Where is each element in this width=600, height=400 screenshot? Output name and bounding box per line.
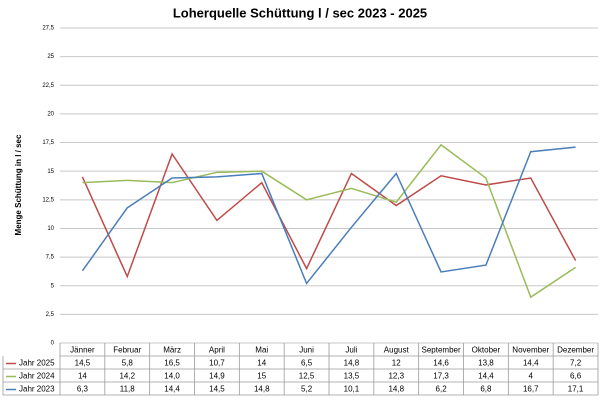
y-tick-label: 27,5 [42, 26, 54, 32]
legend-label: Jahr 2025 [19, 359, 55, 368]
y-tick-label: 2,5 [46, 312, 55, 318]
x-tick-label: Dezember [557, 346, 594, 355]
table-value: 14,8 [344, 359, 360, 368]
x-tick-label: Juli [345, 346, 357, 355]
table-value: 14,2 [119, 372, 135, 381]
table-value: 14 [78, 372, 87, 381]
table-value: 10,1 [344, 385, 360, 394]
table-value: 6,8 [480, 385, 492, 394]
y-tick-label: 15 [47, 169, 54, 175]
y-tick-label: 22,5 [42, 83, 54, 89]
table-value: 14,4 [523, 359, 539, 368]
table-value: 6,3 [77, 385, 89, 394]
x-tick-label: Oktober [472, 346, 501, 355]
chart-title: Loherquelle Schüttung l / sec 2023 - 202… [173, 5, 427, 20]
table-value: 14,8 [254, 385, 270, 394]
table-value: 16,7 [523, 385, 539, 394]
x-tick-label: April [209, 346, 225, 355]
table-value: 4 [529, 372, 534, 381]
x-tick-label: Jänner [70, 346, 95, 355]
y-tick-label: 20 [47, 111, 54, 117]
legend-label: Jahr 2023 [19, 385, 55, 394]
table-value: 14,5 [209, 385, 225, 394]
table-value: 7,2 [570, 359, 582, 368]
series-line [81, 146, 576, 285]
table-value: 12,5 [299, 372, 315, 381]
table-value: 14,4 [478, 372, 494, 381]
table-value: 5,2 [301, 385, 313, 394]
table-value: 17,1 [568, 385, 584, 394]
y-tick-label: 10 [47, 226, 54, 232]
table-value: 12 [392, 359, 401, 368]
y-tick-label: 5 [51, 283, 55, 289]
table-value: 14,0 [164, 372, 180, 381]
y-tick-label: 7,5 [46, 255, 55, 261]
table-value: 6,2 [436, 385, 448, 394]
table-value: 13,8 [478, 359, 494, 368]
x-tick-label: Februar [113, 346, 141, 355]
table-value: 15 [257, 372, 266, 381]
y-axis-label: Menge Schüttung in l / sec [14, 134, 23, 235]
table-value: 14,9 [209, 372, 225, 381]
x-tick-label: September [422, 346, 461, 355]
table-value: 12,3 [388, 372, 404, 381]
legend-label: Jahr 2024 [19, 372, 55, 381]
x-tick-label: November [512, 346, 549, 355]
table-value: 10,7 [209, 359, 225, 368]
y-tick-label: 0 [51, 341, 55, 347]
table-value: 14,5 [75, 359, 91, 368]
table-value: 13,5 [344, 372, 360, 381]
y-tick-label: 25 [47, 54, 54, 60]
y-tick-label: 17,5 [42, 140, 54, 146]
x-tick-label: August [384, 346, 410, 355]
table-value: 14,8 [388, 385, 404, 394]
table-value: 6,5 [301, 359, 313, 368]
x-tick-label: März [163, 346, 181, 355]
table-value: 11,8 [120, 385, 136, 394]
series-line [81, 152, 577, 279]
table-value: 14,6 [433, 359, 449, 368]
table-value: 14,4 [164, 385, 180, 394]
table-value: 6,6 [570, 372, 582, 381]
y-tick-label: 12,5 [42, 197, 54, 203]
table-value: 14 [257, 359, 266, 368]
x-tick-label: Juni [299, 346, 314, 355]
x-tick-label: Mai [255, 346, 268, 355]
table-value: 5,8 [122, 359, 134, 368]
table-value: 16,5 [164, 359, 180, 368]
table-value: 17,3 [433, 372, 449, 381]
